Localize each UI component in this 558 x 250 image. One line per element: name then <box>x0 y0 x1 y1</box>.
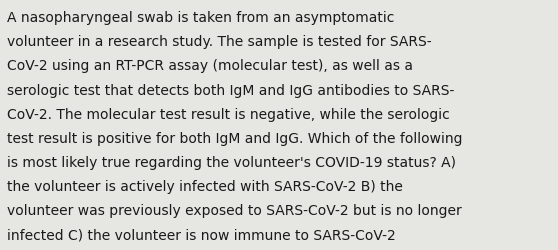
Text: the volunteer is actively infected with SARS-CoV-2 B) the: the volunteer is actively infected with … <box>7 179 402 193</box>
Text: test result is positive for both IgM and IgG. Which of the following: test result is positive for both IgM and… <box>7 131 462 145</box>
Text: volunteer in a research study. The sample is tested for SARS-: volunteer in a research study. The sampl… <box>7 35 431 49</box>
Text: A nasopharyngeal swab is taken from an asymptomatic: A nasopharyngeal swab is taken from an a… <box>7 11 394 25</box>
Text: CoV-2 using an RT-PCR assay (molecular test), as well as a: CoV-2 using an RT-PCR assay (molecular t… <box>7 59 413 73</box>
Text: CoV-2. The molecular test result is negative, while the serologic: CoV-2. The molecular test result is nega… <box>7 107 449 121</box>
Text: serologic test that detects both IgM and IgG antibodies to SARS-: serologic test that detects both IgM and… <box>7 83 454 97</box>
Text: volunteer was previously exposed to SARS-CoV-2 but is no longer: volunteer was previously exposed to SARS… <box>7 203 461 217</box>
Text: infected C) the volunteer is now immune to SARS-CoV-2: infected C) the volunteer is now immune … <box>7 227 396 241</box>
Text: is most likely true regarding the volunteer's COVID-19 status? A): is most likely true regarding the volunt… <box>7 155 456 169</box>
